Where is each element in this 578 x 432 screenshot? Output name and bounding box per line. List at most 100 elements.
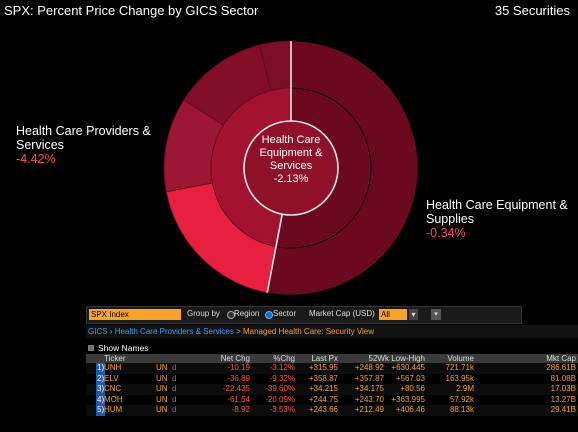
- col-net-chg[interactable]: Net Chg: [220, 354, 250, 363]
- row-exchange: UN: [156, 373, 168, 383]
- row-mkt-cap: 81.08B: [550, 373, 576, 383]
- row-ticker: HUM: [104, 405, 123, 414]
- row-mkt-cap: 17.03B: [550, 384, 576, 393]
- row-volume: 721.71k: [445, 363, 474, 372]
- group-by-label: Group by: [187, 309, 220, 318]
- row-ticker: MOH: [104, 394, 123, 404]
- toolbar: SPX Index Group by Region Sector Market …: [86, 306, 522, 324]
- breadcrumb-item-current: Managed Health Care: Security View: [243, 327, 375, 336]
- row-last-px: +34.215: [308, 384, 338, 393]
- checkbox-icon[interactable]: [88, 345, 94, 351]
- col-ticker[interactable]: Ticker: [104, 354, 126, 363]
- row-exchange: UN: [156, 384, 168, 393]
- sector-radio-label[interactable]: Sector: [273, 309, 297, 318]
- table-row[interactable]: 1) UNH UN d -10.19 -3.12% +315.95 +248.92 +630.4…: [86, 363, 578, 374]
- row-index: 3): [96, 384, 106, 395]
- table-row[interactable]: 2) ELV UN d -36.89 -9.32% +358.87 +357.87 +567.0…: [86, 373, 578, 384]
- col-mkt-cap[interactable]: Mkt Cap: [546, 354, 576, 363]
- breadcrumb-item-providers[interactable]: Health Care Providers & Services: [114, 327, 234, 336]
- row-index: 5): [96, 405, 106, 416]
- row-net-chg: -22.435: [222, 384, 250, 393]
- row-volume: 57.92k: [449, 394, 474, 404]
- col-52wk[interactable]: 52Wk Low-High: [368, 354, 425, 363]
- row-net-chg: -61.54: [227, 394, 250, 404]
- center-label[interactable]: Health Care Equipment & Services -2.13%: [240, 134, 342, 186]
- show-names-label: Show Names: [98, 343, 149, 353]
- row-pct-chg: -3.12%: [269, 363, 295, 372]
- row-ticker: ELV: [104, 373, 119, 383]
- breadcrumb-root[interactable]: GICS: [88, 327, 108, 336]
- row-flag: d: [172, 373, 177, 383]
- row-52wk-high: +630.445: [391, 363, 425, 372]
- col-pct-chg[interactable]: %Chg: [273, 354, 295, 363]
- security-input[interactable]: SPX Index: [89, 309, 181, 320]
- show-names-toggle[interactable]: Show Names: [88, 343, 149, 353]
- label-providers-name: Health Care Providers & Services: [16, 124, 151, 152]
- security-panel: SPX Index Group by Region Sector Market …: [86, 306, 578, 432]
- row-52wk-low: +34.175: [354, 384, 384, 393]
- region-radio-label[interactable]: Region: [234, 309, 260, 318]
- row-flag: d: [172, 384, 177, 393]
- row-net-chg: -36.89: [227, 373, 250, 383]
- row-52wk-low: +248.92: [354, 363, 384, 372]
- row-flag: d: [172, 405, 177, 414]
- row-net-chg: -10.19: [227, 363, 250, 372]
- region-radio[interactable]: [227, 311, 235, 319]
- row-flag: d: [172, 363, 177, 372]
- table-header: Ticker Net Chg %Chg Last Px 52Wk Low-Hig…: [86, 354, 578, 363]
- row-exchange: UN: [156, 363, 168, 372]
- row-pct-chg: -3.53%: [269, 405, 295, 414]
- row-52wk-high: +567.03: [395, 373, 425, 383]
- breadcrumb: GICS › Health Care Providers & Services …: [86, 325, 578, 338]
- label-providers-pct: -4.42%: [16, 152, 56, 166]
- row-mkt-cap: 29.41B: [550, 405, 576, 414]
- row-mkt-cap: 286.61B: [546, 363, 576, 372]
- row-exchange: UN: [156, 405, 168, 414]
- securities-count: 35 Securities: [494, 3, 570, 18]
- label-equipment-pct: -0.34%: [426, 226, 466, 240]
- chevron-down-icon[interactable]: ▾: [409, 309, 418, 320]
- col-last-px[interactable]: Last Px: [311, 354, 338, 363]
- row-index: 2): [96, 373, 106, 384]
- row-last-px: +243.66: [308, 405, 338, 414]
- label-equipment-name: Health Care Equipment & Supplies: [426, 198, 568, 226]
- row-ticker: CNC: [104, 384, 122, 393]
- row-52wk-high: +406.46: [395, 405, 425, 414]
- center-label-value: -2.13%: [273, 173, 309, 185]
- market-cap-select[interactable]: All: [379, 309, 407, 320]
- row-52wk-low: +243.70: [354, 394, 384, 404]
- breadcrumb-separator: >: [236, 327, 241, 336]
- securities-table: Ticker Net Chg %Chg Last Px 52Wk Low-Hig…: [86, 354, 578, 416]
- row-ticker: UNH: [104, 363, 122, 372]
- label-providers-services[interactable]: Health Care Providers & Services -4.42%: [16, 124, 176, 166]
- page-title: SPX: Percent Price Change by GICS Sector: [4, 3, 259, 18]
- row-52wk-high: +80.56: [400, 384, 425, 393]
- row-mkt-cap: 13.27B: [550, 394, 576, 404]
- table-row[interactable]: 3) CNC UN d -22.435 -39.60% +34.215 +34.175 +80.…: [86, 384, 578, 395]
- row-volume: 2.9M: [456, 384, 474, 393]
- options-dropdown-button[interactable]: ▾: [431, 309, 441, 320]
- row-flag: d: [172, 394, 177, 404]
- row-net-chg: -8.92: [231, 405, 250, 414]
- center-label-name: Health Care Equipment & Services: [259, 134, 323, 172]
- row-pct-chg: -20.09%: [265, 394, 295, 404]
- row-last-px: +315.95: [308, 363, 338, 372]
- row-exchange: UN: [156, 394, 168, 404]
- row-52wk-low: +212.49: [354, 405, 384, 414]
- row-52wk-high: +363.995: [391, 394, 425, 404]
- row-index: 4): [96, 394, 106, 405]
- table-row[interactable]: 5) HUM UN d -8.92 -3.53% +243.66 +212.49 +406.46…: [86, 405, 578, 416]
- row-volume: 163.95k: [445, 373, 474, 383]
- col-volume[interactable]: Volume: [447, 354, 474, 363]
- sector-donut-chart[interactable]: [0, 0, 578, 300]
- row-pct-chg: -9.32%: [269, 373, 295, 383]
- label-equipment-supplies[interactable]: Health Care Equipment & Supplies -0.34%: [426, 198, 576, 240]
- market-cap-label: Market Cap (USD): [309, 309, 375, 318]
- row-last-px: +358.87: [308, 373, 338, 383]
- breadcrumb-arrow: ›: [109, 327, 113, 336]
- table-row[interactable]: 4) MOH UN d -61.54 -20.09% +244.75 +243.70 +363.…: [86, 394, 578, 405]
- row-pct-chg: -39.60%: [265, 384, 295, 393]
- row-index: 1): [96, 363, 106, 374]
- sector-radio[interactable]: [265, 311, 273, 319]
- row-52wk-low: +357.87: [354, 373, 384, 383]
